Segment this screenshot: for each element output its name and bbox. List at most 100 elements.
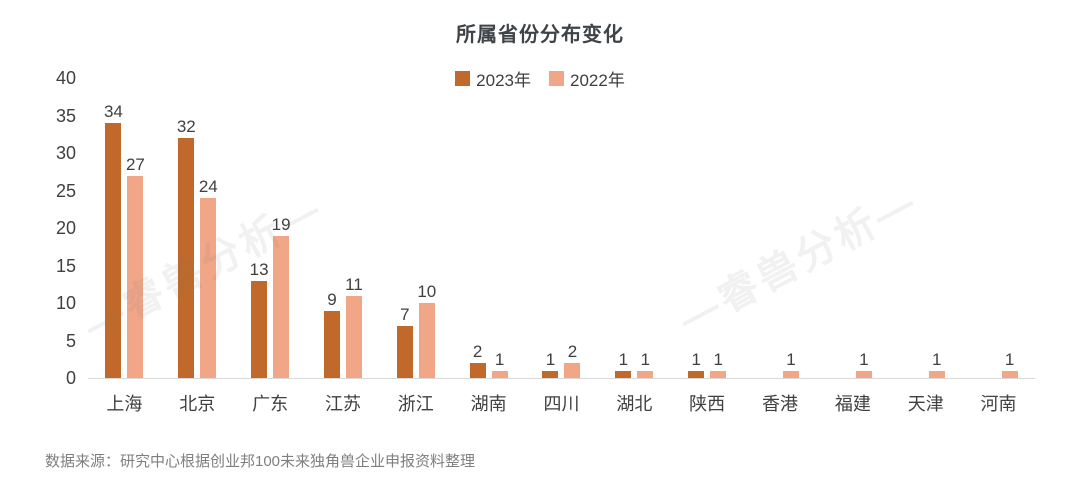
x-axis-label-陕西: 陕西 [689, 394, 726, 414]
legend-item-2022年: 2022年 [549, 66, 625, 91]
y-tick-label: 40 [55, 68, 76, 88]
bar-slot: 1 [928, 349, 945, 378]
y-tick-label: 10 [55, 293, 76, 313]
bar-2022年-湖南 [491, 370, 508, 378]
bar-slot: 32 [176, 117, 196, 378]
bar-slot: 9 [323, 289, 340, 378]
legend-label: 2023年 [476, 71, 531, 90]
source-note: 数据来源：研究中心根据创业邦100未来独角兽企业申报资料整理 [45, 453, 476, 470]
x-axis-label-广东: 广东 [252, 394, 289, 414]
x-axis-label-北京: 北京 [179, 394, 216, 414]
bar-slot: 1 [783, 349, 800, 378]
bar-slot: 24 [199, 177, 218, 378]
bar-slot: 1 [542, 349, 559, 378]
bar-2022年-江苏 [345, 295, 362, 378]
bar-value-label: 1 [618, 349, 629, 369]
bar-slot: 1 [710, 349, 727, 378]
bar-2023年-浙江 [396, 325, 413, 378]
x-axis-label-福建: 福建 [834, 394, 871, 414]
bar-2023年-江苏 [323, 310, 340, 378]
bar-2022年-河南 [1001, 370, 1018, 378]
bar-slot: 1 [1001, 349, 1018, 378]
x-axis-line [88, 378, 1035, 379]
bar-slot: 7 [396, 304, 413, 378]
bar-2022年-广东 [273, 235, 290, 378]
bar-2023年-湖北 [615, 370, 632, 378]
x-axis-labels: 上海 北京 广东 江苏 浙江 湖南 四川 湖北 陕西 香港 福建 天津 河南 [88, 390, 1035, 416]
plot-area: 34 27 32 24 13 19 9 11 7 10 2 1 1 2 1 1 1 1 1 1 1 1 [88, 78, 1035, 379]
y-tick-label: 25 [55, 180, 76, 201]
bar-group-浙江: 7 10 [379, 78, 452, 378]
bar-2022年-四川 [564, 363, 581, 378]
bar-value-label: 11 [345, 274, 363, 294]
y-tick-label: 30 [55, 143, 76, 163]
bar-slot: 2 [469, 342, 486, 378]
bar-value-label: 1 [691, 349, 701, 369]
x-axis-label-上海: 上海 [106, 394, 143, 414]
bar-value-label: 1 [640, 349, 651, 369]
bar-value-label: 1 [545, 349, 556, 369]
bar-group-天津: 1 [889, 78, 962, 378]
bar-slot: 11 [345, 274, 363, 378]
x-axis-label-浙江: 浙江 [397, 394, 434, 414]
bar-2023年-广东 [251, 280, 268, 378]
x-axis-label-香港: 香港 [762, 394, 799, 414]
bar-group-福建: 1 [816, 78, 889, 378]
bar-2023年-四川 [542, 370, 559, 378]
bar-2022年-香港 [783, 370, 800, 378]
bar-group-江苏: 9 11 [307, 78, 380, 378]
x-axis-label-天津: 天津 [907, 394, 944, 414]
x-axis-label-河南: 河南 [980, 394, 1017, 414]
y-tick-label: 5 [65, 330, 76, 351]
bar-value-label: 34 [103, 102, 123, 121]
bar-value-label: 1 [713, 349, 723, 369]
bar-slot: 10 [417, 282, 437, 378]
bar-slot: 1 [637, 349, 654, 378]
bar-value-label: 7 [400, 304, 410, 324]
bar-group-广东: 13 19 [234, 78, 307, 378]
bar-value-label: 32 [176, 117, 196, 136]
bar-value-label: 13 [249, 259, 269, 279]
bar-slot: 27 [126, 155, 145, 378]
bar-slot: 1 [615, 349, 632, 378]
bar-group-香港: 1 [744, 78, 817, 378]
bar-value-label: 1 [859, 349, 869, 369]
bar-2022年-福建 [855, 370, 872, 378]
bar-slot: 34 [103, 102, 123, 378]
bar-2022年-天津 [928, 370, 945, 378]
bar-value-label: 1 [1004, 349, 1015, 369]
bar-value-label: 1 [931, 349, 942, 369]
bar-2022年-陕西 [710, 370, 727, 378]
bar-2022年-湖北 [637, 370, 654, 378]
y-axis: 0 5 10 15 20 25 30 35 40 [38, 68, 76, 388]
y-tick-label: 15 [55, 255, 76, 276]
bar-value-label: 1 [786, 349, 796, 369]
bar-value-label: 9 [327, 289, 337, 309]
y-tick-label: 35 [55, 105, 76, 126]
x-axis-label-四川: 四川 [543, 394, 580, 414]
bar-group-上海: 34 27 [88, 78, 161, 378]
x-axis-label-江苏: 江苏 [324, 394, 361, 414]
bar-value-label: 1 [494, 349, 505, 369]
bar-value-label: 10 [417, 282, 437, 301]
legend-label: 2022年 [570, 71, 625, 90]
legend-item-2023年: 2023年 [455, 66, 531, 91]
bar-slot: 1 [855, 349, 872, 378]
bar-slot: 13 [249, 259, 269, 378]
bar-slot: 19 [272, 215, 291, 378]
bar-value-label: 2 [567, 342, 578, 361]
bars-container: 34 27 32 24 13 19 9 11 7 10 2 1 1 2 1 1 1 1 1 1 1 1 [88, 78, 1035, 378]
bar-2023年-北京 [178, 138, 195, 378]
bar-slot: 1 [491, 349, 508, 378]
y-tick-label: 0 [65, 368, 76, 388]
x-axis-label-湖南: 湖南 [470, 394, 507, 414]
bar-value-label: 2 [472, 342, 483, 361]
legend-swatch-icon [455, 71, 471, 86]
x-axis-label-湖北: 湖北 [616, 394, 653, 414]
bar-slot: 2 [564, 342, 581, 378]
